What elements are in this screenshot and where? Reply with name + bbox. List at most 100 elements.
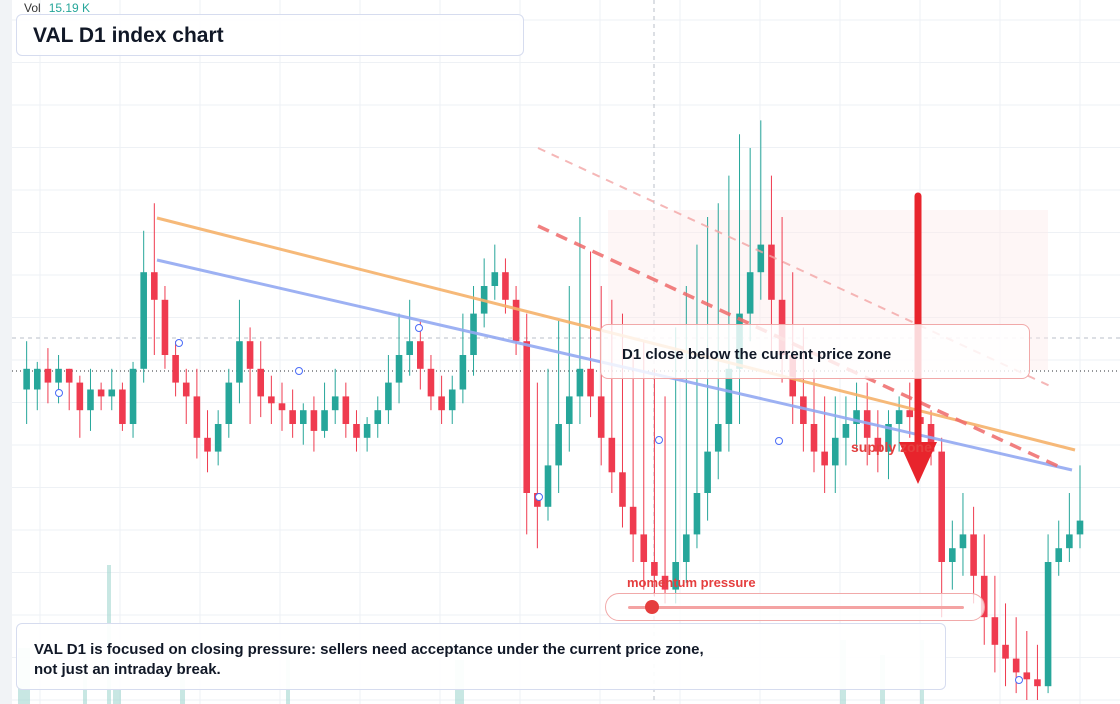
candle-body: [289, 410, 296, 424]
candle-body: [406, 341, 413, 355]
signal-marker: [55, 389, 63, 397]
candle-body: [257, 368, 265, 397]
candle-body: [661, 575, 669, 590]
signal-marker: [535, 493, 543, 501]
candle-body: [587, 368, 594, 397]
candle-body: [225, 382, 233, 424]
candle-body: [938, 451, 945, 562]
candle-body: [353, 424, 360, 438]
momentum-slider[interactable]: [605, 593, 985, 621]
volume-label: Vol: [24, 1, 41, 15]
candle-body: [683, 534, 690, 562]
candle-body: [108, 389, 116, 397]
candle-body: [640, 534, 648, 562]
condition-text: D1 close below the current price zone: [622, 346, 892, 363]
candle-body: [427, 368, 435, 397]
candle-body: [810, 424, 818, 452]
candle-body: [246, 341, 254, 369]
candle-body: [555, 424, 562, 466]
momentum-knob[interactable]: [644, 600, 659, 614]
left-axis-strip: [0, 0, 12, 704]
candle-body: [119, 389, 126, 424]
candle-body: [874, 437, 882, 452]
candle-body: [970, 534, 977, 576]
candle-body: [385, 382, 392, 411]
candle-body: [1002, 644, 1009, 659]
signal-marker: [1015, 676, 1023, 684]
candle-body: [714, 424, 722, 452]
candle-body: [65, 368, 73, 383]
candle-body: [214, 424, 222, 452]
note-line-1: VAL D1 is focused on closing pressure: s…: [34, 641, 704, 658]
candle-body: [129, 368, 137, 424]
candle-body: [1076, 520, 1084, 535]
candle-body: [438, 396, 445, 411]
candle-body: [608, 437, 616, 473]
candle-body: [523, 341, 531, 493]
momentum-rail: [628, 606, 964, 609]
candle-body: [363, 424, 371, 438]
candle-body: [1066, 534, 1073, 549]
chart-title-box: VAL D1 index chart: [16, 14, 524, 56]
candle-body: [959, 534, 967, 549]
candle-body: [576, 368, 584, 397]
candle-body: [619, 472, 626, 507]
candle-body: [725, 368, 733, 424]
candle-body: [629, 506, 637, 535]
candle-body: [459, 355, 467, 390]
candle-body: [87, 389, 94, 411]
candle-body: [757, 244, 765, 273]
candle-body: [991, 617, 999, 645]
chart-title: VAL D1 index chart: [33, 24, 224, 47]
supply-zone-label: supply zone: [851, 439, 932, 455]
candle-body: [417, 341, 424, 369]
candle-body: [1034, 679, 1041, 687]
candle-body: [151, 272, 158, 300]
candle-body: [172, 355, 179, 383]
candle-body: [831, 437, 839, 466]
candle-body: [1055, 548, 1063, 562]
candle-body: [853, 410, 860, 424]
note-box: VAL D1 is focused on closing pressure: s…: [16, 623, 946, 690]
volume-value: 15.19 K: [48, 1, 91, 15]
candle-body: [44, 368, 52, 383]
candle-body: [512, 299, 520, 342]
candle-body: [651, 562, 658, 576]
candle-body: [310, 410, 318, 431]
candle-body: [236, 341, 243, 383]
candle-body: [800, 396, 807, 424]
candle-body: [672, 562, 679, 590]
signal-marker: [655, 436, 663, 444]
momentum-label: momentum pressure: [627, 575, 756, 590]
candle-body: [1012, 658, 1020, 673]
candle-body: [321, 410, 328, 431]
candle-body: [693, 493, 701, 535]
candle-body: [204, 437, 211, 452]
candle-body: [906, 410, 914, 418]
signal-marker: [295, 367, 303, 375]
candle-body: [491, 272, 499, 286]
candle-body: [395, 355, 403, 383]
signal-marker: [415, 324, 423, 332]
candle-body: [331, 396, 339, 411]
candle-body: [448, 389, 456, 411]
candle-body: [885, 424, 892, 452]
note-text: VAL D1 is focused on closing pressure: s…: [34, 640, 704, 680]
candle-body: [949, 548, 956, 562]
candle-body: [342, 396, 350, 424]
candle-body: [278, 403, 286, 411]
candle-body: [895, 410, 903, 424]
candle-body: [182, 382, 190, 397]
candle-body: [704, 451, 711, 493]
candle-body: [544, 465, 552, 507]
candle-body: [76, 382, 84, 411]
note-line-2: not just an intraday break.: [34, 661, 221, 678]
candle-body: [374, 410, 382, 424]
candle-body: [23, 368, 30, 390]
candle-body: [299, 410, 307, 424]
volume-bar: [113, 690, 121, 704]
candle-body: [746, 272, 754, 314]
arrow-head: [899, 442, 937, 484]
candle-body: [1023, 672, 1031, 680]
candle-body: [842, 424, 850, 438]
